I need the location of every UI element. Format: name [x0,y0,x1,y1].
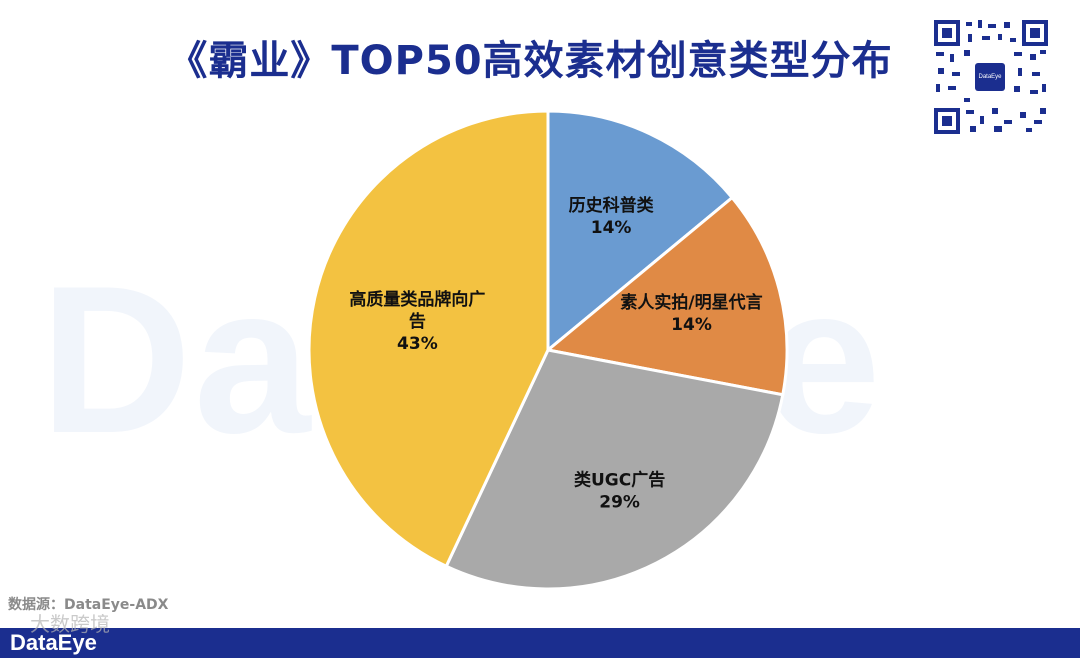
slice-value-label: 29% [599,493,640,513]
footer-brand: DataEye [10,630,97,655]
footer-bar: 大数跨境 DataEye [0,612,1080,658]
slice-value-label: 14% [591,218,632,238]
slice-category-label: 素人实拍/明星代言 [620,292,762,313]
slice-value-label: 14% [671,315,712,335]
qr-code: DataEye [934,20,1048,134]
slice-category-label: 高质量类品牌向广 [349,289,485,310]
chart-title: 《霸业》TOP50高效素材创意类型分布 [167,38,893,84]
footer-overlay-text: 大数跨境 [30,612,110,636]
pie-chart: 历史科普类14%素人实拍/明星代言14%类UGC广告29%高质量类品牌向广告43… [307,109,789,591]
qr-logo: DataEye [975,63,1005,91]
slice-category-label: 告 [409,311,426,332]
pie-slice-1 [546,109,735,354]
slice-value-label: 43% [397,334,438,354]
source-note: 数据源：DataEye-ADX [8,597,169,613]
pie-slice-3 [444,348,785,591]
slice-category-label: 类UGC广告 [574,470,665,491]
pie-slice-4 [307,109,550,569]
pie-slice-2 [544,195,789,397]
slice-category-label: 历史科普类 [569,195,655,216]
qr-code-pattern [934,20,1048,134]
